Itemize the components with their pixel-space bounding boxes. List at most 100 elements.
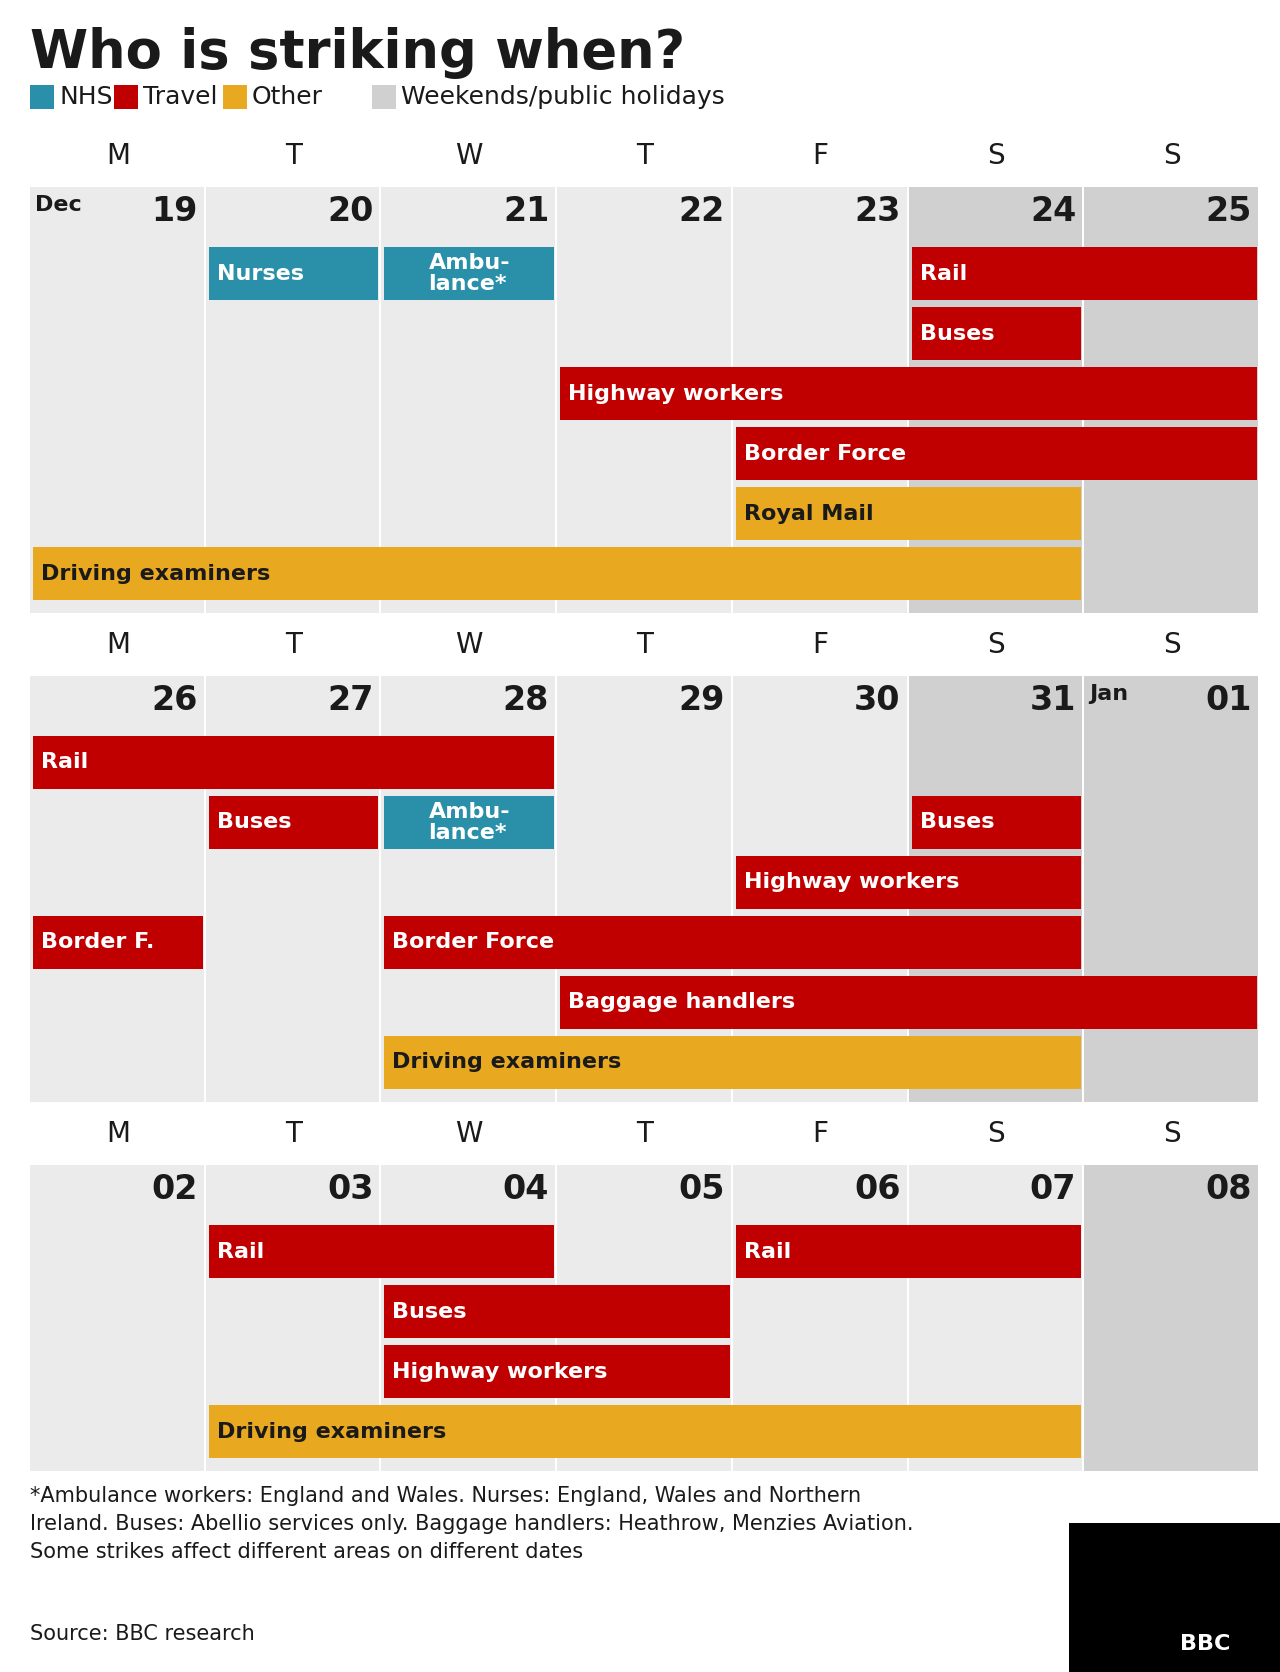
Text: *Ambulance workers: England and Wales. Nurses: England, Wales and Northern
Irela: *Ambulance workers: England and Wales. N… xyxy=(29,1486,914,1562)
Text: Rail: Rail xyxy=(919,264,966,284)
Text: Nurses: Nurses xyxy=(216,264,303,284)
FancyBboxPatch shape xyxy=(206,187,379,614)
Text: S: S xyxy=(1164,142,1181,171)
Text: Highway workers: Highway workers xyxy=(568,383,783,403)
FancyBboxPatch shape xyxy=(561,366,1257,420)
Text: 06: 06 xyxy=(854,1174,901,1206)
FancyBboxPatch shape xyxy=(209,1404,1082,1458)
Text: 29: 29 xyxy=(678,684,724,717)
Text: 07: 07 xyxy=(1030,1174,1076,1206)
FancyBboxPatch shape xyxy=(209,247,379,299)
FancyBboxPatch shape xyxy=(736,1226,1082,1277)
Text: BBC: BBC xyxy=(1180,1634,1230,1654)
Text: Buses: Buses xyxy=(216,813,292,833)
FancyBboxPatch shape xyxy=(33,736,554,789)
FancyBboxPatch shape xyxy=(911,796,1082,849)
Text: S: S xyxy=(1164,1120,1181,1149)
FancyBboxPatch shape xyxy=(114,85,138,109)
FancyBboxPatch shape xyxy=(557,187,731,614)
Text: M: M xyxy=(106,630,129,659)
FancyBboxPatch shape xyxy=(384,1344,730,1398)
Text: Buses: Buses xyxy=(919,323,995,343)
FancyBboxPatch shape xyxy=(206,1165,379,1471)
FancyBboxPatch shape xyxy=(909,675,1083,1102)
Text: T: T xyxy=(636,1120,653,1149)
Text: F: F xyxy=(813,142,828,171)
Text: 05: 05 xyxy=(678,1174,724,1206)
FancyBboxPatch shape xyxy=(736,487,1082,540)
Text: S: S xyxy=(988,142,1005,171)
FancyBboxPatch shape xyxy=(561,976,1257,1028)
FancyBboxPatch shape xyxy=(911,308,1082,359)
Text: S: S xyxy=(988,630,1005,659)
Text: 31: 31 xyxy=(1030,684,1076,717)
FancyBboxPatch shape xyxy=(733,675,906,1102)
Text: Baggage handlers: Baggage handlers xyxy=(568,993,795,1013)
Text: Rail: Rail xyxy=(744,1242,791,1261)
Text: 04: 04 xyxy=(503,1174,549,1206)
Text: 02: 02 xyxy=(151,1174,197,1206)
FancyBboxPatch shape xyxy=(1084,1165,1258,1471)
Text: 30: 30 xyxy=(854,684,901,717)
Text: W: W xyxy=(456,1120,483,1149)
FancyBboxPatch shape xyxy=(381,187,556,614)
Text: M: M xyxy=(106,142,129,171)
Text: 23: 23 xyxy=(854,196,901,227)
FancyBboxPatch shape xyxy=(733,187,906,614)
FancyBboxPatch shape xyxy=(557,675,731,1102)
FancyBboxPatch shape xyxy=(372,85,396,109)
Text: 21: 21 xyxy=(503,196,549,227)
Text: 19: 19 xyxy=(151,196,197,227)
Text: Jan: Jan xyxy=(1089,684,1129,704)
Text: T: T xyxy=(285,1120,302,1149)
Text: 08: 08 xyxy=(1206,1174,1252,1206)
FancyBboxPatch shape xyxy=(384,1037,1082,1088)
Text: Highway workers: Highway workers xyxy=(393,1361,608,1381)
FancyBboxPatch shape xyxy=(384,1286,730,1338)
Text: M: M xyxy=(106,1120,129,1149)
Text: T: T xyxy=(285,630,302,659)
FancyBboxPatch shape xyxy=(384,916,1082,970)
FancyBboxPatch shape xyxy=(1084,675,1258,1102)
Text: Other: Other xyxy=(252,85,323,109)
FancyBboxPatch shape xyxy=(209,1226,554,1277)
Text: Border Force: Border Force xyxy=(744,443,906,463)
Text: Buses: Buses xyxy=(919,813,995,833)
Text: Royal Mail: Royal Mail xyxy=(744,503,873,523)
FancyBboxPatch shape xyxy=(206,675,379,1102)
Text: 03: 03 xyxy=(326,1174,374,1206)
Text: 28: 28 xyxy=(503,684,549,717)
Text: W: W xyxy=(456,630,483,659)
Text: Rail: Rail xyxy=(216,1242,264,1261)
FancyBboxPatch shape xyxy=(209,796,379,849)
FancyBboxPatch shape xyxy=(384,796,554,849)
Text: 25: 25 xyxy=(1206,196,1252,227)
Text: Ambu-
lance*: Ambu- lance* xyxy=(429,801,511,843)
Text: Buses: Buses xyxy=(393,1301,467,1321)
FancyBboxPatch shape xyxy=(223,85,247,109)
Text: 20: 20 xyxy=(328,196,374,227)
FancyBboxPatch shape xyxy=(381,675,556,1102)
Text: T: T xyxy=(636,630,653,659)
Text: Travel: Travel xyxy=(143,85,218,109)
Text: 26: 26 xyxy=(151,684,197,717)
Text: Border F.: Border F. xyxy=(41,933,155,953)
FancyBboxPatch shape xyxy=(33,547,1082,600)
FancyBboxPatch shape xyxy=(736,426,1257,480)
Text: Dec: Dec xyxy=(35,196,82,216)
Text: Source: BBC research: Source: BBC research xyxy=(29,1624,255,1644)
Text: Driving examiners: Driving examiners xyxy=(41,563,270,584)
FancyBboxPatch shape xyxy=(557,1165,731,1471)
Text: Weekends/public holidays: Weekends/public holidays xyxy=(401,85,724,109)
Text: 22: 22 xyxy=(678,196,724,227)
FancyBboxPatch shape xyxy=(736,856,1082,910)
Text: T: T xyxy=(285,142,302,171)
FancyBboxPatch shape xyxy=(909,1165,1083,1471)
Text: Rail: Rail xyxy=(41,752,88,772)
Text: S: S xyxy=(988,1120,1005,1149)
Text: 27: 27 xyxy=(328,684,374,717)
FancyBboxPatch shape xyxy=(1084,187,1258,614)
FancyBboxPatch shape xyxy=(29,85,54,109)
FancyBboxPatch shape xyxy=(29,1165,204,1471)
FancyBboxPatch shape xyxy=(33,916,202,970)
